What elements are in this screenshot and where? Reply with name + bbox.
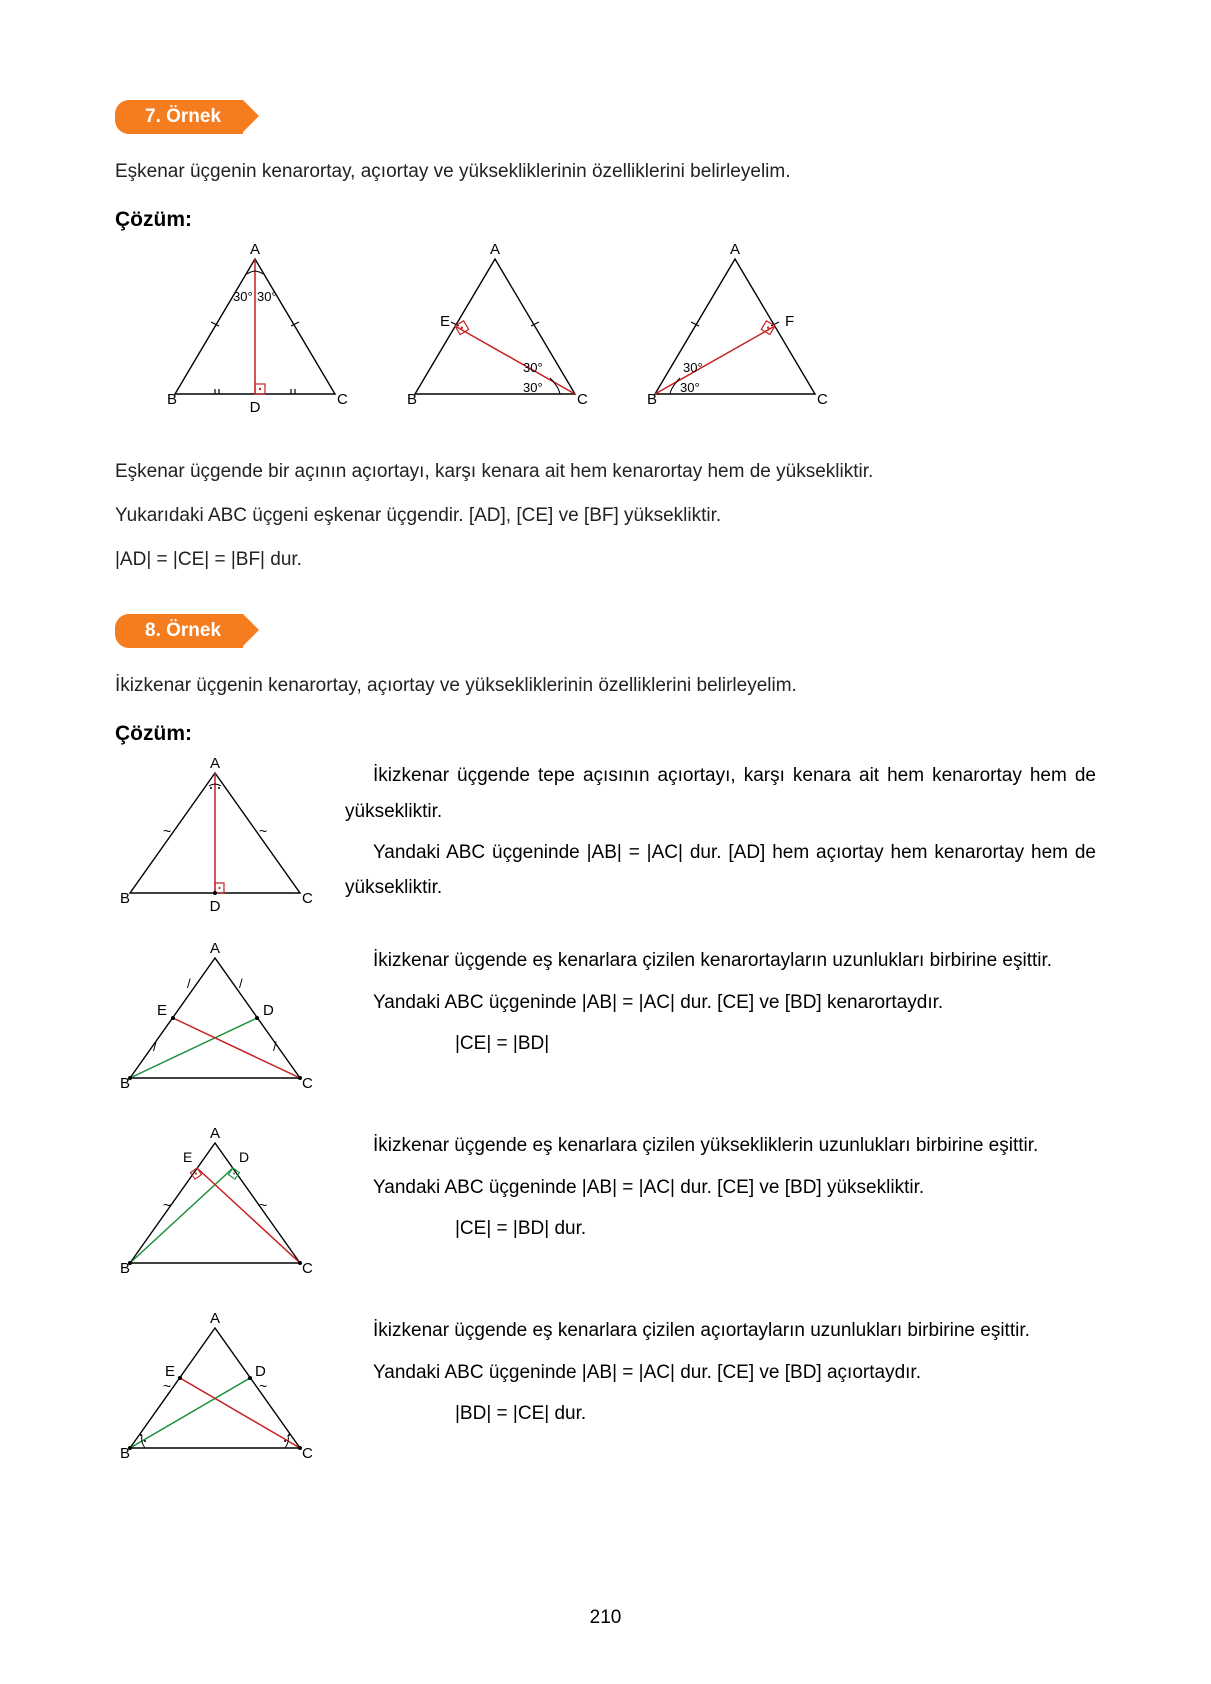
ex8-prompt: İkizkenar üçgenin kenarortay, açıortay v… xyxy=(115,668,1096,704)
svg-text:B: B xyxy=(647,391,657,408)
ex8-r4-p2: Yandaki ABC üçgeninde |AB| = |AC| dur. [… xyxy=(345,1355,1096,1390)
ex8-triangle-2: / / / / A B C E D xyxy=(115,943,315,1103)
svg-text:D: D xyxy=(255,1363,266,1380)
ex8-r4-eq: |BD| = |CE| dur. xyxy=(345,1396,1096,1431)
ex8-r2-p1: İkizkenar üçgende eş kenarlara çizilen k… xyxy=(345,943,1096,978)
svg-text:A: A xyxy=(210,758,220,772)
ex8-r4-p1: İkizkenar üçgende eş kenarlara çizilen a… xyxy=(345,1313,1096,1348)
svg-text:30°: 30° xyxy=(257,289,277,304)
ex7-triangle-1: A B C D 30° 30° xyxy=(155,244,355,424)
ex8-r3-p2: Yandaki ABC üçgeninde |AB| = |AC| dur. [… xyxy=(345,1170,1096,1205)
ex7-line-1: Eşkenar üçgende bir açının açıortayı, ka… xyxy=(115,454,1096,490)
svg-text:D: D xyxy=(263,1002,274,1019)
svg-text:~: ~ xyxy=(163,1378,171,1394)
svg-text:E: E xyxy=(440,313,450,330)
svg-text:30°: 30° xyxy=(233,289,253,304)
svg-text:/: / xyxy=(239,976,243,991)
svg-text:C: C xyxy=(302,890,313,907)
svg-text:A: A xyxy=(250,244,260,258)
svg-text:E: E xyxy=(157,1002,167,1019)
svg-text:30°: 30° xyxy=(523,360,543,375)
ex8-triangle-3: ~ ~ A B C E D xyxy=(115,1128,315,1288)
svg-text:30°: 30° xyxy=(523,380,543,395)
svg-text:A: A xyxy=(210,1128,220,1142)
svg-text:~: ~ xyxy=(259,1378,267,1394)
svg-text:~: ~ xyxy=(259,1197,267,1213)
svg-text:A: A xyxy=(490,244,500,258)
svg-text:B: B xyxy=(407,391,417,408)
svg-text:D: D xyxy=(250,399,261,416)
ex8-solution-label: Çözüm: xyxy=(115,722,1096,746)
ex7-prompt: Eşkenar üçgenin kenarortay, açıortay ve … xyxy=(115,154,1096,190)
svg-text:C: C xyxy=(577,391,588,408)
ex7-line-3: |AD| = |CE| = |BF| dur. xyxy=(115,542,1096,578)
ex8-row-4: ~ ~ A B C E D İkizkenar üçgende eş kenar… xyxy=(115,1313,1096,1473)
ex8-row-1: ~ ~ A B C D İkizkenar üçgende tepe açısı… xyxy=(115,758,1096,918)
svg-text:B: B xyxy=(120,890,130,907)
ex8-row-2: / / / / A B C E D İkizkenar üçgende eş k… xyxy=(115,943,1096,1103)
svg-text:~: ~ xyxy=(163,1197,171,1213)
ex8-triangle-1: ~ ~ A B C D xyxy=(115,758,315,918)
ex8-row-3: ~ ~ A B C E D İkizkenar üçgende eş kenar… xyxy=(115,1128,1096,1288)
ex8-r2-p2: Yandaki ABC üçgeninde |AB| = |AC| dur. [… xyxy=(345,985,1096,1020)
svg-text:C: C xyxy=(817,391,828,408)
svg-text:/: / xyxy=(273,1039,277,1054)
svg-text:B: B xyxy=(167,391,177,408)
ex7-triangle-3: A B C F 30° 30° xyxy=(635,244,835,424)
ex7-solution-label: Çözüm: xyxy=(115,208,1096,232)
svg-text:E: E xyxy=(183,1149,192,1165)
svg-text:E: E xyxy=(165,1363,175,1380)
svg-text:C: C xyxy=(302,1445,313,1462)
example-8-tag: 8. Örnek xyxy=(115,614,243,648)
ex7-triangle-2: A B C E 30° 30° xyxy=(395,244,595,424)
svg-text:D: D xyxy=(239,1149,249,1165)
svg-text:C: C xyxy=(337,391,348,408)
svg-text:/: / xyxy=(187,976,191,991)
example-7-tag: 7. Örnek xyxy=(115,100,243,134)
ex7-triangle-row: A B C D 30° 30° A B C E 30° xyxy=(155,244,1096,424)
svg-text:A: A xyxy=(210,943,220,957)
ex8-r3-p1: İkizkenar üçgende eş kenarlara çizilen y… xyxy=(345,1128,1096,1163)
ex8-r1-p2: Yandaki ABC üçgeninde |AB| = |AC| dur. [… xyxy=(345,835,1096,905)
svg-text:~: ~ xyxy=(259,823,267,839)
svg-text:C: C xyxy=(302,1075,313,1092)
svg-text:F: F xyxy=(785,313,794,330)
svg-text:A: A xyxy=(210,1313,220,1327)
svg-text:C: C xyxy=(302,1260,313,1277)
svg-text:~: ~ xyxy=(163,823,171,839)
svg-text:30°: 30° xyxy=(683,360,703,375)
ex7-line-2: Yukarıdaki ABC üçgeni eşkenar üçgendir. … xyxy=(115,498,1096,534)
ex8-r1-p1: İkizkenar üçgende tepe açısının açıortay… xyxy=(345,758,1096,828)
svg-text:D: D xyxy=(210,898,221,915)
svg-text:30°: 30° xyxy=(680,380,700,395)
svg-text:/: / xyxy=(153,1039,157,1054)
ex8-r3-eq: |CE| = |BD| dur. xyxy=(345,1211,1096,1246)
svg-text:A: A xyxy=(730,244,740,258)
ex8-triangle-4: ~ ~ A B C E D xyxy=(115,1313,315,1473)
page-number: 210 xyxy=(0,1607,1211,1629)
ex8-r2-eq: |CE| = |BD| xyxy=(345,1026,1096,1061)
